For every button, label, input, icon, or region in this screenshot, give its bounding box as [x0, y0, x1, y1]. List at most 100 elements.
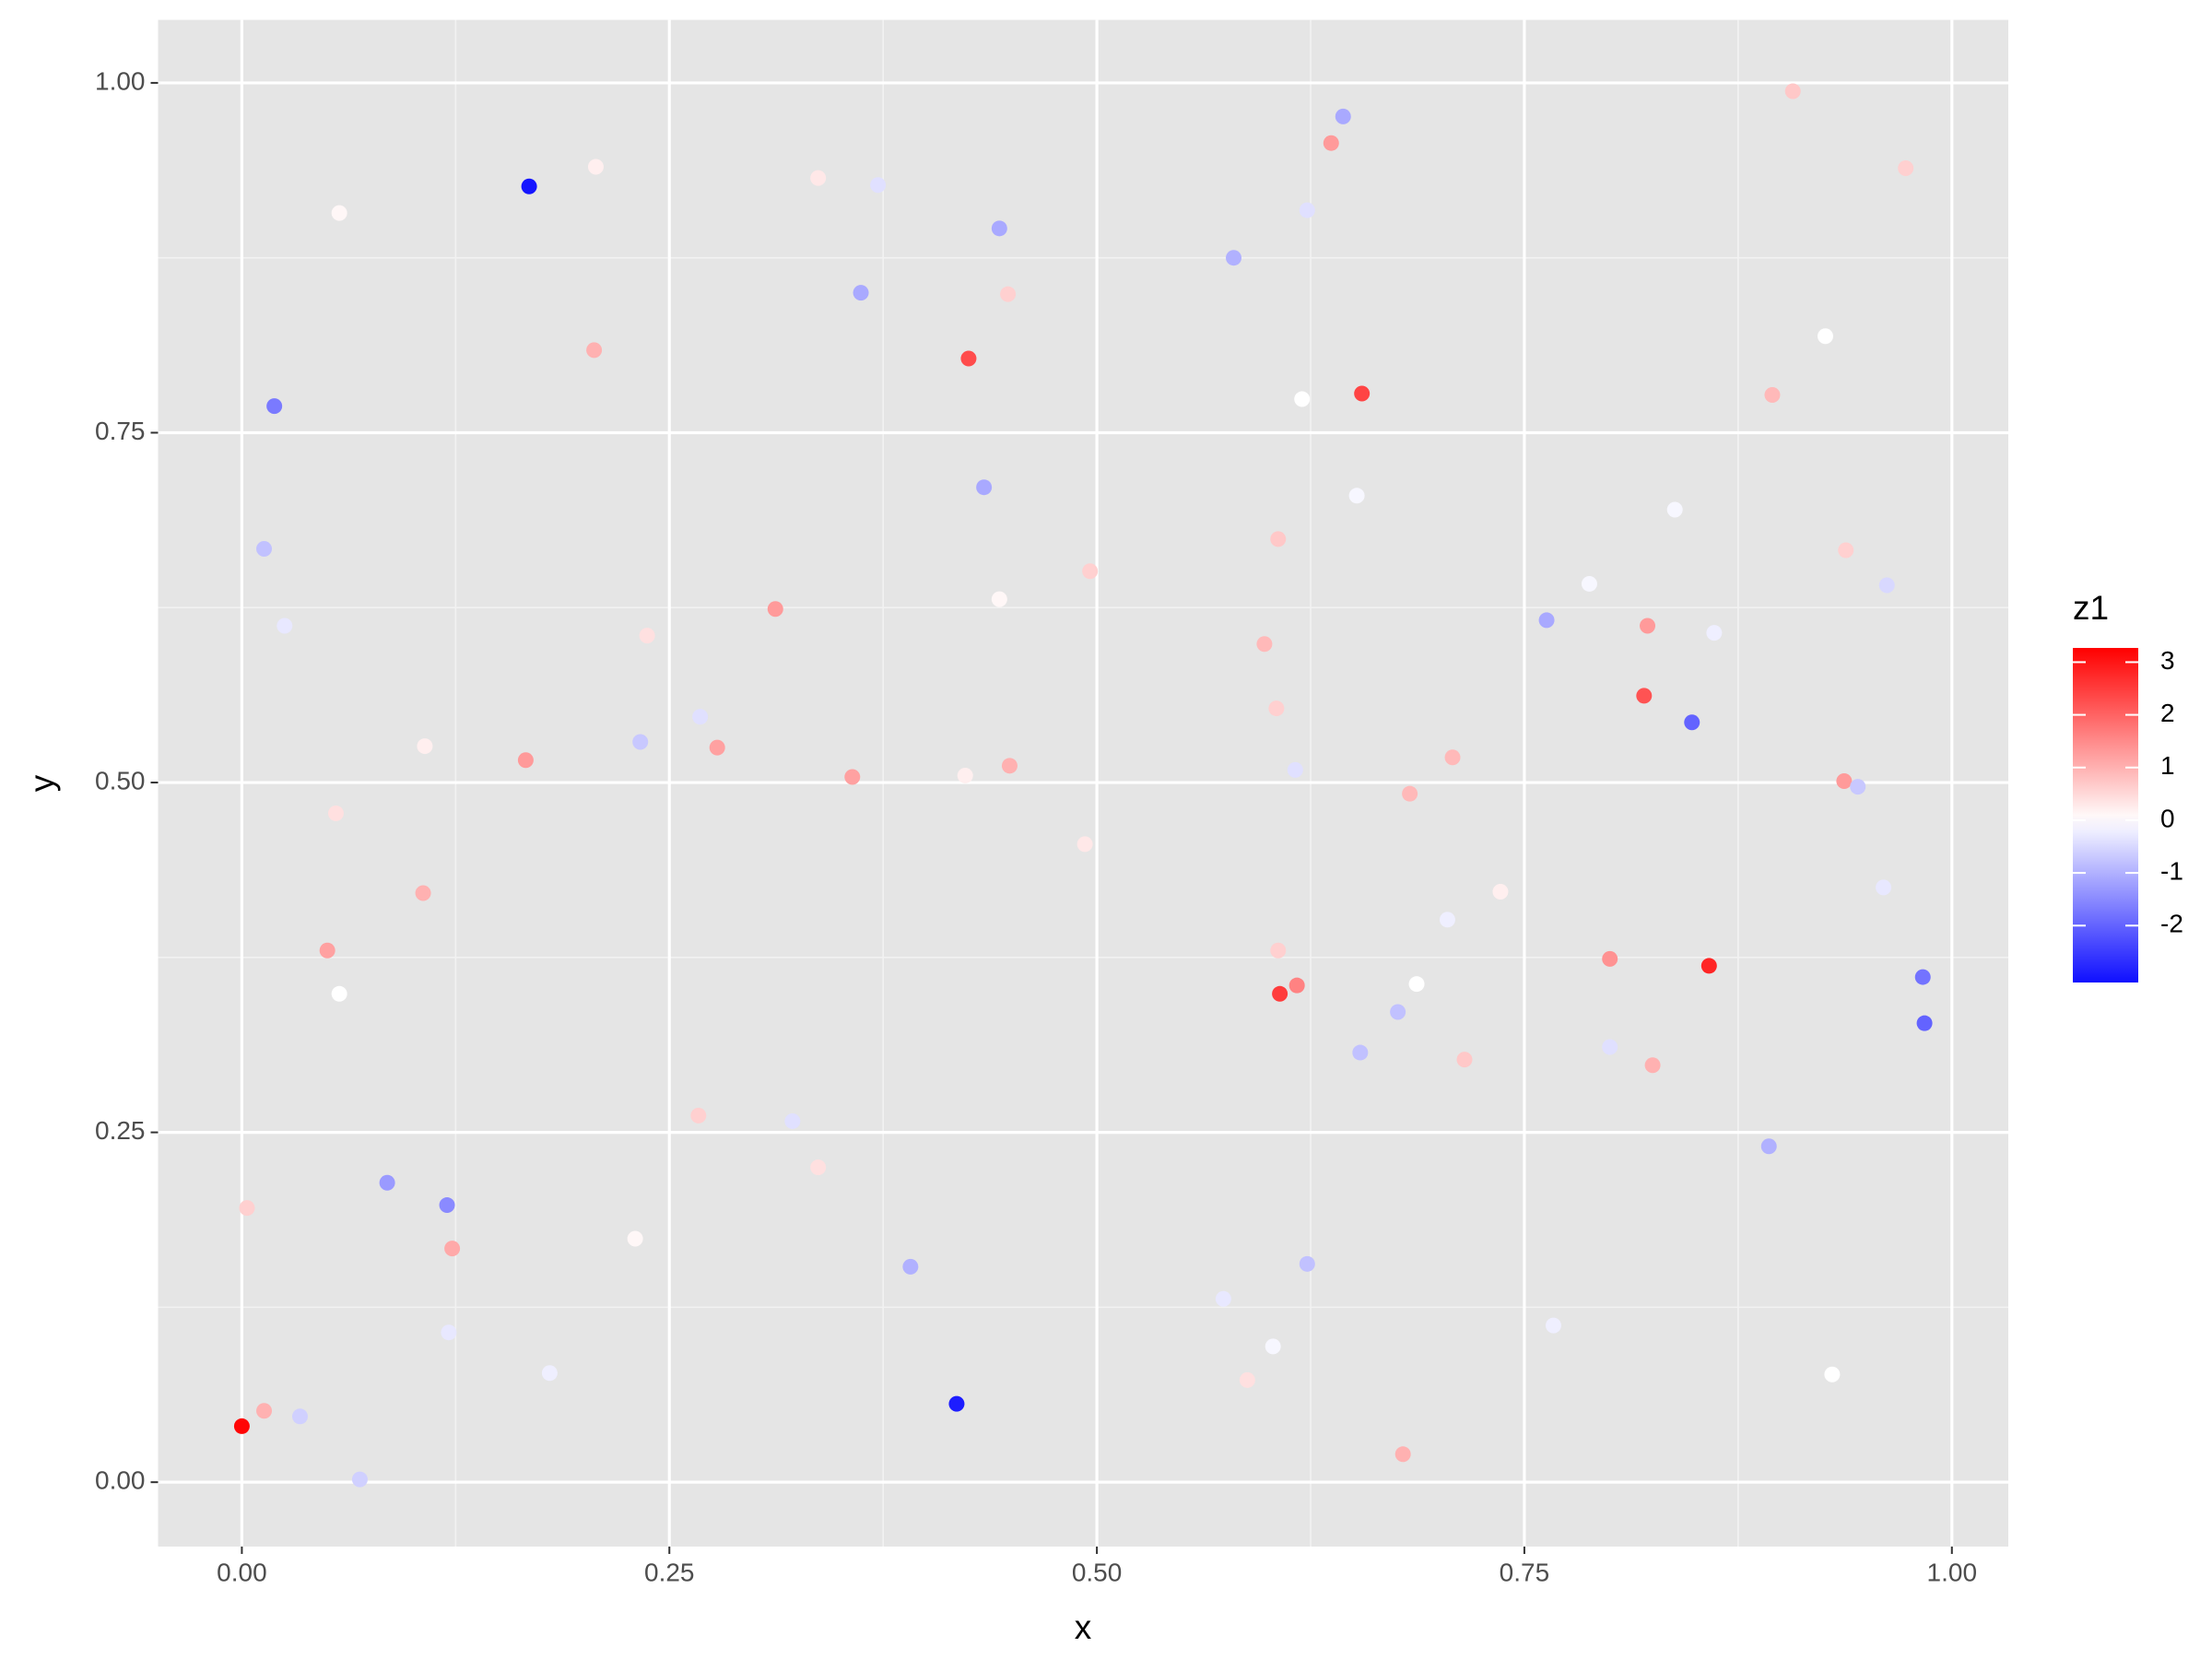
- point: [256, 540, 273, 557]
- point: [1390, 1004, 1406, 1020]
- point: [1836, 773, 1853, 790]
- point: [233, 1418, 250, 1434]
- point: [1323, 135, 1339, 151]
- point: [1299, 202, 1315, 218]
- point: [586, 342, 603, 359]
- y-tick-label: 0.75: [95, 417, 146, 445]
- point: [1876, 879, 1892, 896]
- point: [1538, 612, 1555, 629]
- point: [991, 591, 1007, 607]
- point: [439, 1197, 455, 1214]
- y-tick-label: 1.00: [95, 66, 146, 95]
- point: [1294, 391, 1311, 407]
- point: [379, 1174, 395, 1191]
- point: [1764, 386, 1781, 403]
- point: [1492, 883, 1509, 900]
- point: [1226, 250, 1242, 266]
- point: [1916, 1015, 1933, 1031]
- point: [844, 769, 861, 785]
- point: [266, 398, 283, 415]
- legend-label: 3: [2160, 646, 2175, 675]
- legend-label: 2: [2160, 699, 2175, 727]
- point: [1268, 700, 1285, 717]
- point: [870, 177, 887, 194]
- point: [1348, 488, 1365, 504]
- x-tick-label: 0.75: [1500, 1558, 1550, 1586]
- legend-label: 1: [2160, 751, 2175, 780]
- point: [1636, 688, 1653, 704]
- point: [1000, 286, 1017, 302]
- y-tick-label: 0.25: [95, 1116, 146, 1145]
- point: [1270, 531, 1287, 547]
- point: [957, 767, 973, 783]
- point: [1354, 385, 1371, 402]
- point: [1288, 977, 1305, 994]
- point: [291, 1408, 308, 1425]
- point: [351, 1471, 368, 1488]
- point: [1898, 160, 1914, 177]
- point: [1602, 1039, 1618, 1055]
- point: [1265, 1338, 1281, 1355]
- point: [1545, 1317, 1561, 1334]
- point: [1394, 1446, 1411, 1463]
- y-tick-label: 0.00: [95, 1466, 146, 1495]
- legend-label: -2: [2160, 910, 2183, 938]
- x-axis-title: x: [1075, 1608, 1092, 1646]
- point: [767, 601, 783, 618]
- point: [1684, 714, 1700, 731]
- y-axis-title: y: [23, 774, 61, 792]
- point: [1402, 785, 1418, 802]
- point: [1850, 779, 1866, 795]
- point: [1082, 563, 1099, 580]
- point: [1581, 575, 1597, 592]
- point: [1817, 328, 1833, 345]
- point: [517, 752, 534, 769]
- point: [521, 178, 537, 194]
- point: [1640, 618, 1656, 634]
- point: [948, 1395, 965, 1412]
- point: [415, 885, 431, 901]
- point: [1444, 749, 1461, 766]
- point: [632, 734, 649, 750]
- point: [417, 738, 433, 755]
- point: [1335, 108, 1351, 124]
- x-tick-label: 0.00: [217, 1558, 267, 1586]
- point: [1878, 577, 1895, 594]
- point: [1239, 1371, 1255, 1388]
- point: [810, 1159, 827, 1176]
- point: [327, 805, 344, 821]
- point: [1215, 1290, 1231, 1307]
- point: [1272, 985, 1288, 1002]
- point: [1256, 636, 1273, 653]
- point: [1914, 969, 1931, 985]
- legend-title: z1: [2073, 589, 2109, 627]
- legend-label: -1: [2160, 856, 2183, 885]
- point: [1408, 976, 1425, 993]
- point: [1299, 1255, 1315, 1272]
- point: [1700, 958, 1717, 974]
- point: [331, 985, 347, 1002]
- point: [1706, 625, 1723, 641]
- point: [1760, 1138, 1777, 1155]
- point: [960, 350, 977, 367]
- x-tick-label: 0.25: [644, 1558, 695, 1586]
- point: [1666, 501, 1683, 518]
- point: [587, 159, 604, 175]
- point: [810, 170, 827, 186]
- point: [1352, 1044, 1369, 1061]
- point: [541, 1365, 558, 1382]
- point: [1001, 758, 1018, 774]
- point: [1439, 912, 1455, 928]
- point: [991, 220, 1007, 237]
- point: [441, 1324, 457, 1341]
- point: [1602, 950, 1618, 967]
- point: [239, 1200, 255, 1217]
- point: [902, 1258, 919, 1275]
- x-tick-label: 1.00: [1927, 1558, 1978, 1586]
- point: [331, 205, 347, 221]
- y-tick-label: 0.50: [95, 766, 146, 794]
- point: [1644, 1057, 1661, 1074]
- point: [1838, 542, 1854, 559]
- x-tick-label: 0.50: [1072, 1558, 1123, 1586]
